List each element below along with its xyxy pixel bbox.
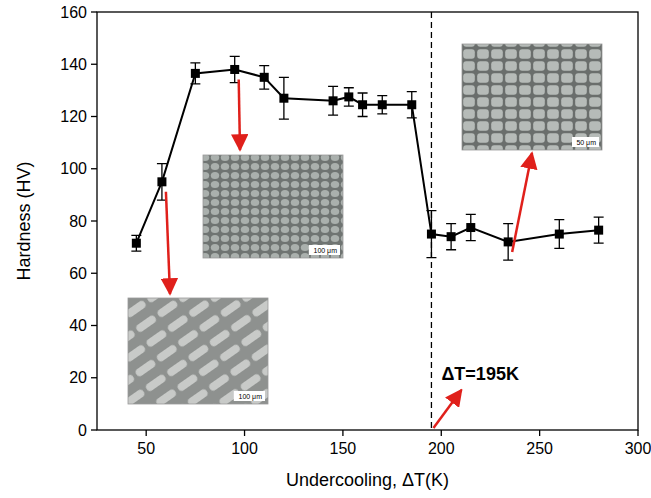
- error-bar: [554, 220, 564, 249]
- x-tick-label: 200: [428, 440, 455, 457]
- x-axis-title: Undercooling, ΔT(K): [286, 470, 449, 490]
- error-bar: [377, 96, 387, 114]
- data-point: [407, 100, 416, 109]
- y-tick: [91, 273, 97, 274]
- chart: 0 20 40 60 80 100 120 140 160 50 100 150 200 250 300 Un…: [0, 0, 651, 498]
- plot-frame: [97, 12, 638, 430]
- y-tick-label: 0: [78, 422, 87, 439]
- data-point: [378, 100, 387, 109]
- y-tick-label: 140: [60, 56, 87, 73]
- scale-bar-label: 100 μm: [239, 393, 263, 401]
- error-bar: [328, 86, 338, 115]
- x-tick-label: 100: [231, 440, 258, 457]
- annotation-text: ΔT=195K: [441, 364, 518, 384]
- x-tick: [441, 430, 442, 436]
- x-tick: [539, 430, 540, 436]
- data-point: [344, 92, 353, 101]
- data-point: [594, 226, 603, 235]
- data-point: [329, 96, 338, 105]
- inset-arrow: [239, 79, 240, 150]
- data-point: [358, 100, 367, 109]
- y-tick: [91, 64, 97, 65]
- error-bar: [190, 63, 200, 84]
- inset-arrow: [166, 192, 170, 294]
- scale-bar-label: 50 μm: [576, 139, 596, 147]
- scale-bar-bg: [234, 391, 265, 401]
- x-tick: [637, 430, 638, 436]
- data-point: [555, 230, 564, 239]
- error-bar: [466, 214, 476, 240]
- micrograph-inset: [128, 298, 268, 404]
- data-point: [447, 232, 456, 241]
- y-tick: [91, 11, 97, 12]
- x-tick-label: 300: [625, 440, 651, 457]
- y-tick: [91, 325, 97, 326]
- scale-bar-bg: [572, 137, 599, 147]
- y-tick-label: 40: [69, 317, 87, 334]
- error-bar: [131, 235, 141, 251]
- y-tick: [91, 429, 97, 430]
- error-bar: [344, 88, 354, 106]
- error-bar: [279, 77, 289, 119]
- data-point: [279, 94, 288, 103]
- data-point: [260, 73, 269, 82]
- error-bar: [259, 66, 269, 90]
- annotation-arrow: [433, 390, 461, 428]
- y-tick: [91, 168, 97, 169]
- x-tick-label: 50: [137, 440, 155, 457]
- y-tick: [91, 377, 97, 378]
- error-bar: [594, 217, 604, 243]
- micrograph-inset: [462, 44, 602, 150]
- y-tick: [91, 220, 97, 221]
- data-point: [427, 230, 436, 239]
- y-tick-label: 20: [69, 369, 87, 386]
- scale-bar-bg: [309, 245, 340, 255]
- error-bar: [230, 56, 240, 82]
- x-tick-label: 250: [526, 440, 553, 457]
- y-tick: [91, 116, 97, 117]
- micrograph-inset: [203, 155, 343, 258]
- x-tick: [146, 430, 147, 436]
- error-bar: [503, 224, 513, 261]
- x-tick: [342, 430, 343, 436]
- data-point: [504, 237, 513, 246]
- error-bar: [446, 224, 456, 250]
- error-bar: [407, 92, 417, 118]
- y-tick-label: 60: [69, 265, 87, 282]
- data-point: [466, 223, 475, 232]
- y-tick-label: 120: [60, 108, 87, 125]
- y-tick-label: 160: [60, 4, 87, 21]
- x-tick: [244, 430, 245, 436]
- y-tick-label: 100: [60, 160, 87, 177]
- data-point: [157, 177, 166, 186]
- y-axis-title: Hardness (HV): [14, 161, 34, 280]
- data-point: [132, 239, 141, 248]
- scale-bar-label: 100 μm: [314, 247, 338, 255]
- data-point: [230, 65, 239, 74]
- error-bar: [358, 93, 368, 117]
- y-tick-label: 80: [69, 213, 87, 230]
- x-tick-label: 150: [330, 440, 357, 457]
- error-bar: [426, 211, 436, 258]
- data-point: [191, 69, 200, 78]
- inset-arrow: [512, 153, 532, 252]
